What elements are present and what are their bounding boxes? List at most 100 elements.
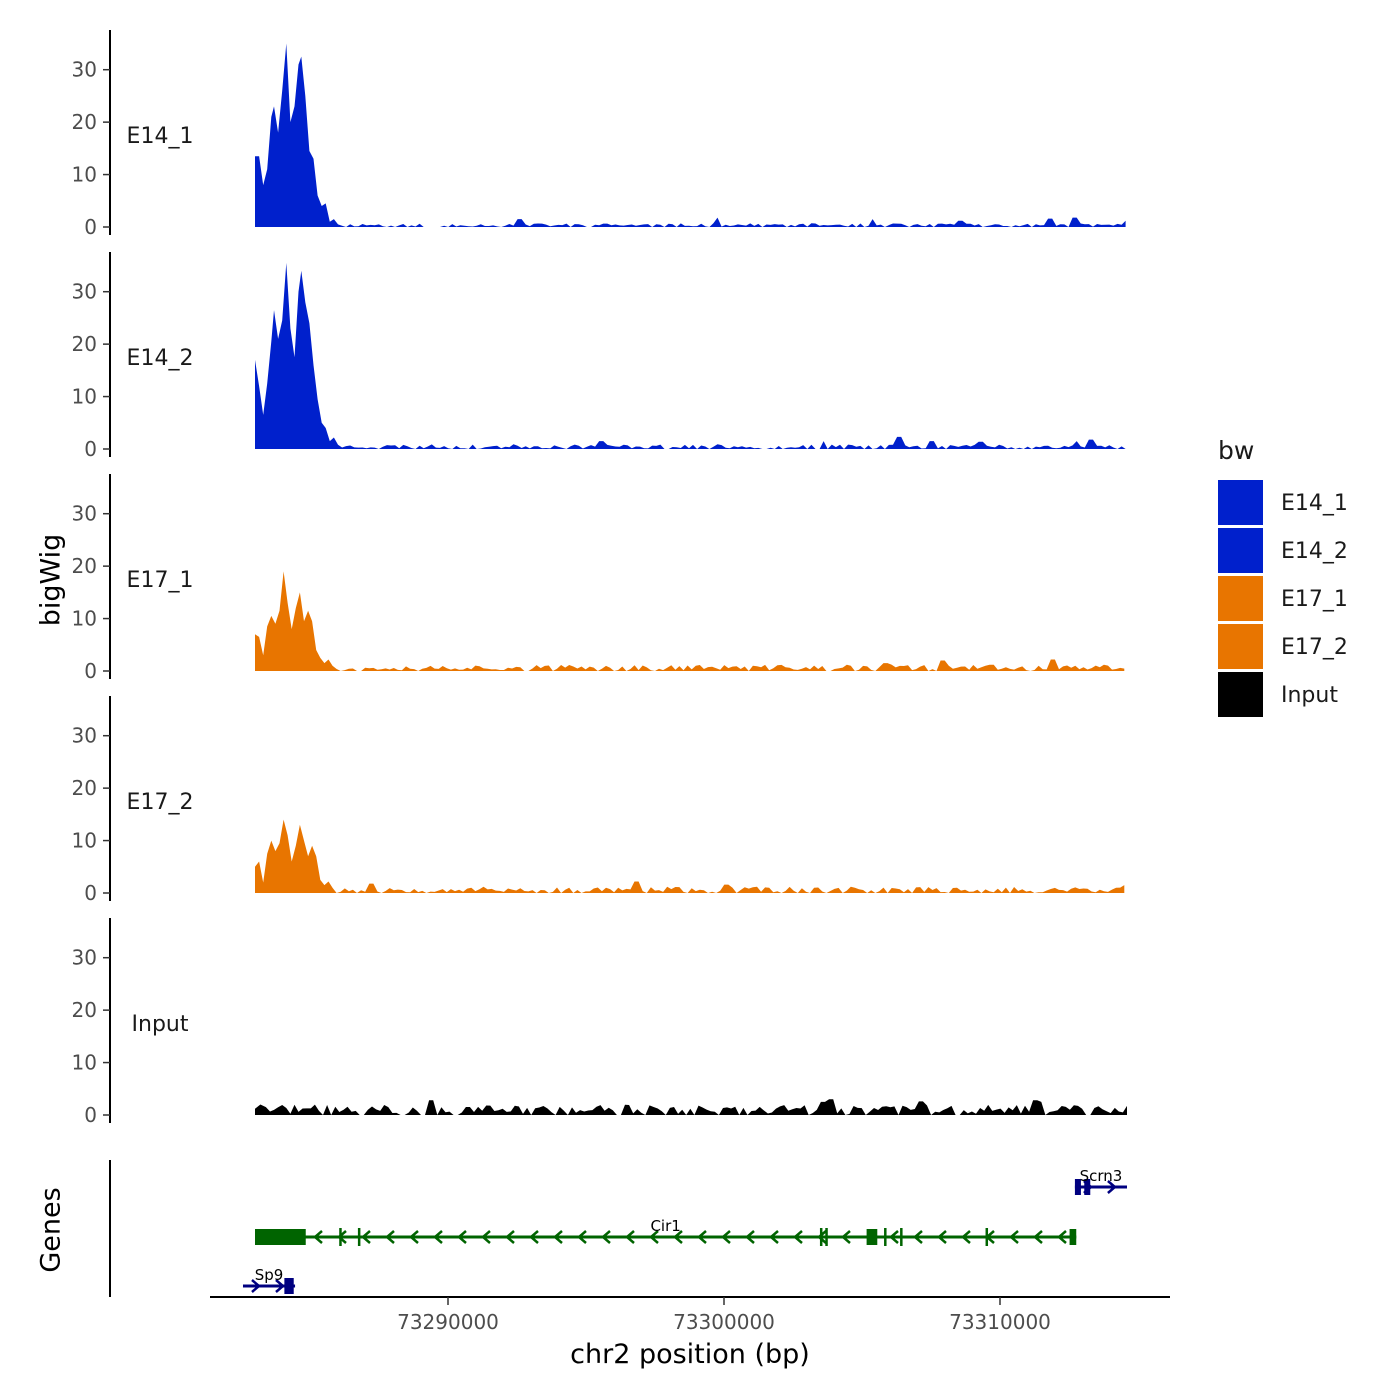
genes-axis-title: Genes	[36, 1187, 67, 1272]
strand-arrow	[673, 1230, 683, 1244]
legend-swatch-E17_1	[1218, 576, 1263, 621]
exon	[1074, 1179, 1081, 1195]
track-label: E17_2	[127, 790, 194, 815]
strand-arrow	[841, 1230, 851, 1244]
track-Input: 0 10 20 30 Input	[72, 918, 1127, 1127]
track-label: E17_1	[127, 568, 194, 593]
legend-label: E17_2	[1281, 635, 1348, 660]
legend-label: Input	[1281, 683, 1338, 708]
x-tick-label: 73310000	[949, 1310, 1051, 1334]
y-tick-label: 20	[72, 554, 97, 578]
gene-label: Cir1	[650, 1217, 680, 1235]
strand-arrow	[625, 1230, 635, 1244]
strand-arrow	[697, 1230, 707, 1244]
strand-arrow	[1107, 1180, 1117, 1194]
exon	[255, 1229, 306, 1245]
track-E14_1: 0 10 20 30 E14_1	[72, 30, 1126, 239]
gene-Sp9: Sp9	[242, 1266, 296, 1294]
strand-arrow	[721, 1230, 731, 1244]
x-ticks: 73290000 73300000 73310000	[397, 1297, 1051, 1334]
y-tick-label: 10	[72, 163, 97, 187]
strand-arrow	[1057, 1230, 1067, 1244]
track-E17_1: 0 10 20 30 E17_1	[72, 474, 1125, 683]
y-tick-label: 0	[84, 437, 97, 461]
strand-arrow	[251, 1279, 261, 1293]
track-label: E14_2	[127, 346, 194, 371]
y-tick-label: 0	[84, 215, 97, 239]
track-label: Input	[132, 1012, 189, 1037]
strand-arrow	[313, 1230, 323, 1244]
strand-arrow	[649, 1230, 659, 1244]
strand-arrow	[385, 1230, 395, 1244]
strand-arrow	[481, 1230, 491, 1244]
legend-label: E17_1	[1281, 587, 1348, 612]
strand-arrow	[913, 1230, 923, 1244]
strand-arrow	[601, 1230, 611, 1244]
y-tick-label: 0	[84, 1103, 97, 1127]
y-tick-label: 20	[72, 998, 97, 1022]
track-label: E14_1	[127, 124, 194, 149]
strand-arrow	[553, 1230, 563, 1244]
strand-arrow	[961, 1230, 971, 1244]
y-tick-label: 30	[72, 280, 97, 304]
coverage-area-E14_1	[255, 43, 1126, 227]
legend-swatch-Input	[1218, 672, 1263, 717]
strand-arrow	[1009, 1230, 1019, 1244]
legend-title: bw	[1218, 436, 1254, 465]
y-tick-label: 10	[72, 829, 97, 853]
exon	[866, 1229, 878, 1245]
x-axis: 73290000 73300000 73310000	[210, 1296, 1170, 1334]
coverage-tracks: 0 10 20 30 E14_1 0 10 20 30 E14_2 0 10 20 30 E17_1 0 10 2…	[72, 30, 1127, 1127]
exon	[284, 1278, 294, 1294]
strand-arrow	[337, 1230, 347, 1244]
strand-arrow	[457, 1230, 467, 1244]
x-tick-label: 73300000	[673, 1310, 775, 1334]
y-tick-label: 10	[72, 607, 97, 631]
strand-arrow	[1033, 1230, 1043, 1244]
y-tick-label: 0	[84, 659, 97, 683]
legend: bw E14_1 E14_2 E17_1 E17_2 Input	[1218, 436, 1348, 717]
legend-entries: E14_1 E14_2 E17_1 E17_2 Input	[1218, 480, 1348, 717]
y-tick-label: 30	[72, 946, 97, 970]
strand-arrow	[745, 1230, 755, 1244]
coverage-area-E17_2	[255, 819, 1125, 893]
exon	[1084, 1179, 1091, 1195]
strand-arrow	[793, 1230, 803, 1244]
gene-label: Scrn3	[1080, 1167, 1123, 1185]
exon	[1069, 1229, 1077, 1245]
strand-arrow	[361, 1230, 371, 1244]
track-E17_2: 0 10 20 30 E17_2	[72, 696, 1125, 905]
strand-arrow	[433, 1230, 443, 1244]
legend-swatch-E17_2	[1218, 624, 1263, 669]
strand-arrow	[529, 1230, 539, 1244]
track-E14_2: 0 10 20 30 E14_2	[72, 252, 1126, 461]
y-tick-label: 20	[72, 332, 97, 356]
y-tick-label: 30	[72, 724, 97, 748]
y-tick-label: 20	[72, 110, 97, 134]
strand-arrow	[275, 1279, 285, 1293]
coverage-area-Input	[255, 1099, 1127, 1115]
y-tick-label: 10	[72, 1051, 97, 1075]
y-tick-label: 0	[84, 881, 97, 905]
legend-label: E14_1	[1281, 491, 1348, 516]
strand-arrow	[937, 1230, 947, 1244]
legend-label: E14_2	[1281, 539, 1348, 564]
coverage-area-E14_2	[255, 262, 1126, 449]
strand-arrow	[769, 1230, 779, 1244]
genes-panel: Scrn3 Cir1 Sp9	[109, 1160, 1127, 1297]
legend-swatch-E14_2	[1218, 528, 1263, 573]
strand-arrow	[889, 1230, 899, 1244]
strand-arrow	[505, 1230, 515, 1244]
gene-label: Sp9	[255, 1266, 284, 1284]
y-tick-label: 10	[72, 385, 97, 409]
y-tick-label: 30	[72, 58, 97, 82]
y-tick-label: 20	[72, 776, 97, 800]
x-axis-title: chr2 position (bp)	[570, 1339, 810, 1370]
coverage-area-E17_1	[255, 571, 1125, 671]
y-axis-title: bigWig	[36, 534, 67, 627]
strand-arrow	[817, 1230, 827, 1244]
strand-arrow	[577, 1230, 587, 1244]
gene-Cir1: Cir1	[255, 1217, 1077, 1246]
gene-Scrn3: Scrn3	[1074, 1167, 1127, 1195]
